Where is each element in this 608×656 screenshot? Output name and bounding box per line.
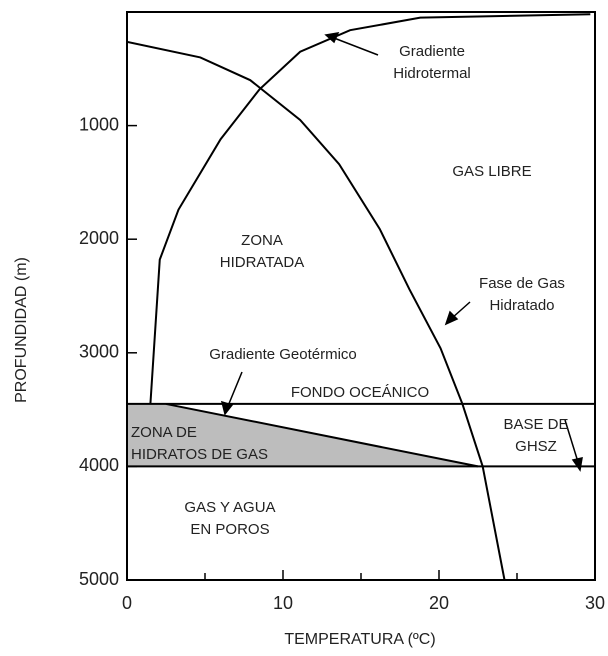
annotation: GAS Y AGUA bbox=[184, 499, 275, 516]
annotation: GHSZ bbox=[515, 438, 557, 455]
annotation: Hidrotermal bbox=[393, 65, 471, 82]
curve bbox=[126, 40, 506, 581]
hydrate-zone bbox=[127, 403, 478, 467]
annotation: HIDRATADA bbox=[220, 254, 304, 271]
annotation: ZONA DE bbox=[131, 424, 197, 441]
x-tick-label: 30 bbox=[585, 593, 605, 613]
y-tick-label: 5000 bbox=[79, 569, 119, 589]
y-tick-label: 4000 bbox=[79, 455, 119, 475]
annotation: GAS LIBRE bbox=[452, 163, 531, 180]
annotation: EN POROS bbox=[190, 521, 269, 538]
annotation: BASE DE bbox=[503, 416, 568, 433]
arrows bbox=[220, 32, 583, 472]
annotation: Gradiente bbox=[399, 43, 465, 60]
y-tick-label: 3000 bbox=[79, 342, 119, 362]
annotation: Hidratado bbox=[489, 297, 554, 314]
annotation: Gradiente Geotérmico bbox=[209, 346, 357, 363]
curve bbox=[165, 402, 479, 468]
x-tick-label: 10 bbox=[273, 593, 293, 613]
annotation: HIDRATOS DE GAS bbox=[131, 446, 268, 463]
annotation: ZONA bbox=[241, 232, 283, 249]
y-tick-label: 2000 bbox=[79, 228, 119, 248]
annotation: FONDO OCEÁNICO bbox=[291, 384, 429, 401]
y-tick-label: 1000 bbox=[79, 114, 119, 134]
x-tick-label: 0 bbox=[122, 593, 132, 613]
annotation: Fase de Gas bbox=[479, 275, 565, 292]
y-axis-title: PROFUNDIDAD (m) bbox=[13, 257, 30, 403]
x-axis-title: TEMPERATURA (ºC) bbox=[284, 631, 435, 648]
x-tick-label: 20 bbox=[429, 593, 449, 613]
curve bbox=[149, 13, 591, 404]
